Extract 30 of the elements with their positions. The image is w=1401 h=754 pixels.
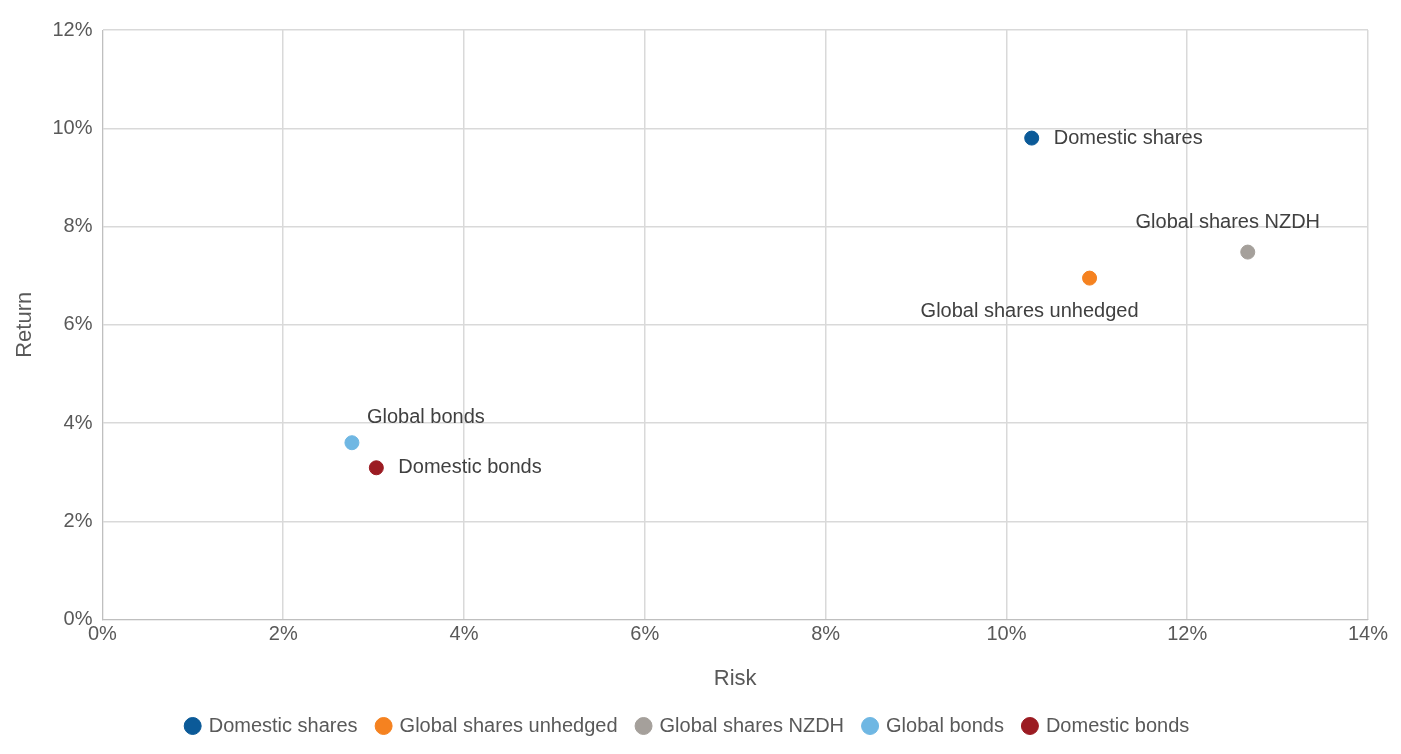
y-tick-label: 10% (52, 115, 93, 138)
legend-label: Global shares NZDH (659, 713, 845, 736)
x-tick-label: 6% (630, 622, 660, 645)
text: Global shares unhedged (920, 298, 1139, 321)
legend-label: Global shares unhedged (399, 713, 618, 736)
legend-label: Domestic bonds (1045, 713, 1190, 736)
legend-label: Domestic shares (208, 713, 358, 736)
x-axis-title: Risk (713, 664, 758, 690)
y-axis-title: Return (11, 291, 37, 358)
x-tick-label: 14% (1347, 622, 1389, 645)
x-tick-label: 10% (986, 622, 1027, 645)
legend-label: Global bonds (886, 713, 1004, 736)
text: Global shares NZDH (1135, 209, 1321, 232)
x-tick-label: 2% (268, 622, 298, 645)
point (344, 435, 360, 451)
point (368, 460, 384, 476)
x-tick-label: 12% (1167, 622, 1208, 645)
text: Domestic shares (1053, 125, 1203, 148)
text: Domestic bonds (398, 455, 542, 478)
point (1240, 244, 1256, 260)
x-tick-label: 4% (449, 622, 479, 645)
text: Global bonds (366, 405, 485, 428)
y-tick-label: 6% (63, 312, 93, 335)
y-tick-label: 8% (63, 214, 93, 237)
y-tick-label: 12% (52, 17, 93, 40)
point (1024, 130, 1040, 146)
y-tick-label: 4% (63, 410, 93, 433)
y-tick-label: 2% (63, 508, 93, 531)
point (1082, 270, 1098, 286)
x-tick-label: 8% (811, 622, 841, 645)
